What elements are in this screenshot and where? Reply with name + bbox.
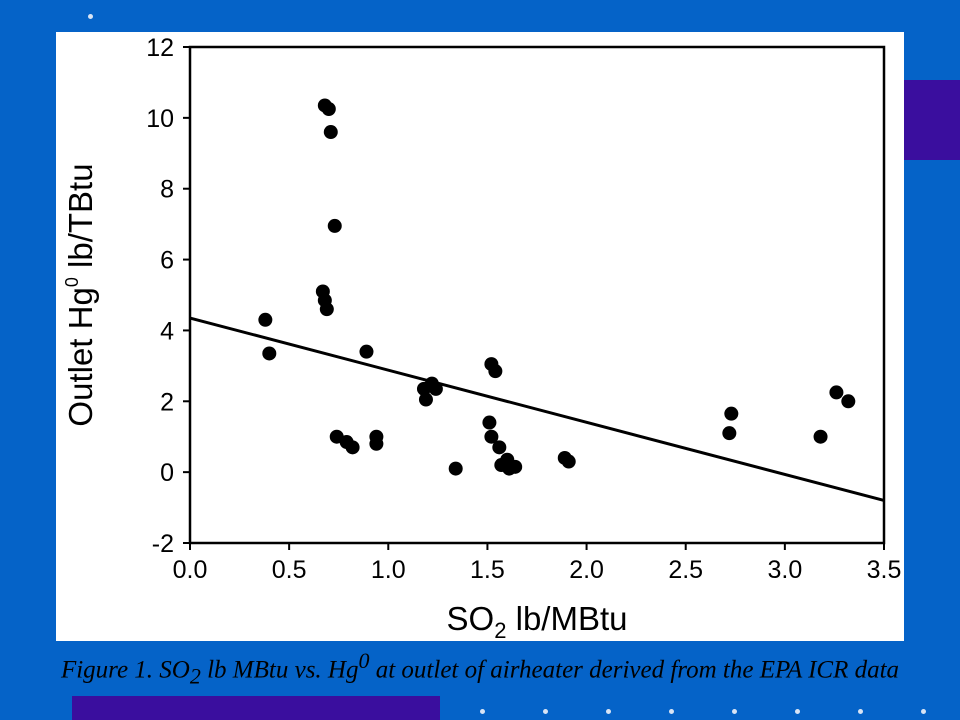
decor-dot — [795, 709, 800, 714]
caption-superscript: 0 — [358, 648, 370, 673]
data-point — [262, 346, 277, 361]
y-tick-label: 6 — [160, 247, 174, 275]
data-point — [418, 392, 433, 407]
data-point — [345, 440, 360, 455]
decor-bar-right — [904, 80, 960, 160]
plot-frame — [188, 45, 886, 545]
caption-text-3: at outlet of airheater derived from the … — [369, 656, 900, 684]
x-tick-label: 0.0 — [173, 556, 208, 584]
x-axis-label: SO2 lb/MBtu — [447, 600, 628, 641]
x-tick-label: 0.5 — [272, 556, 307, 584]
data-point — [829, 385, 844, 400]
caption-text-1: Figure 1. SO — [60, 656, 190, 684]
data-point — [369, 436, 384, 451]
y-tick-label: 10 — [146, 105, 174, 133]
figure-caption: Figure 1. SO2 lb MBtu vs. Hg0 at outlet … — [0, 648, 960, 689]
decor-dot — [732, 709, 737, 714]
data-point — [323, 125, 338, 140]
data-point — [327, 218, 342, 233]
data-point — [359, 344, 374, 359]
decor-dot — [858, 709, 863, 714]
y-tick-label: -2 — [152, 530, 174, 558]
decor-dot — [480, 709, 485, 714]
data-point — [488, 364, 503, 379]
data-point — [428, 381, 443, 396]
data-point — [484, 429, 499, 444]
caption-text-2: lb MBtu vs. Hg — [200, 656, 359, 684]
decor-dot — [921, 709, 926, 714]
data-point — [319, 302, 334, 317]
data-point — [448, 461, 463, 476]
decor-bar-bottom — [72, 696, 440, 720]
data-point — [841, 394, 856, 409]
decor-dot — [543, 709, 548, 714]
x-tick-label: 2.0 — [569, 556, 604, 584]
trend-line — [189, 316, 885, 502]
decor-dot — [669, 709, 674, 714]
y-tick-label: 12 — [146, 34, 174, 62]
figure-panel: 0.0 0.5 1.0 1.5 2.0 2.5 3.0 3.5 -2 0 2 4 6 8 10 12 SO2 l… — [56, 32, 904, 641]
y-tick-label: 4 — [160, 317, 174, 345]
y-tick-label: 2 — [160, 388, 174, 416]
data-point — [321, 102, 336, 116]
data-point — [724, 406, 739, 421]
x-tick-label: 1.5 — [470, 556, 505, 584]
x-tick-label: 2.5 — [668, 556, 703, 584]
data-point — [258, 312, 273, 327]
scatter-chart: 0.0 0.5 1.0 1.5 2.0 2.5 3.0 3.5 -2 0 2 4 6 8 10 12 SO2 l… — [62, 34, 902, 641]
data-point — [482, 415, 497, 430]
x-tick-label: 3.5 — [867, 556, 902, 584]
y-axis-label: Outlet Hg0 lb/TBtu — [62, 163, 99, 426]
y-tick-label: 8 — [160, 176, 174, 204]
y-tick-label: 0 — [160, 459, 174, 487]
decor-dot — [606, 709, 611, 714]
data-point — [722, 426, 737, 441]
x-tick-label: 3.0 — [767, 556, 802, 584]
data-point — [508, 459, 523, 474]
decor-dot-top — [88, 14, 93, 19]
data-point — [813, 429, 828, 444]
caption-subscript: 2 — [189, 663, 201, 689]
data-point — [492, 440, 507, 455]
x-tick-label: 1.0 — [371, 556, 406, 584]
data-point — [561, 454, 576, 469]
